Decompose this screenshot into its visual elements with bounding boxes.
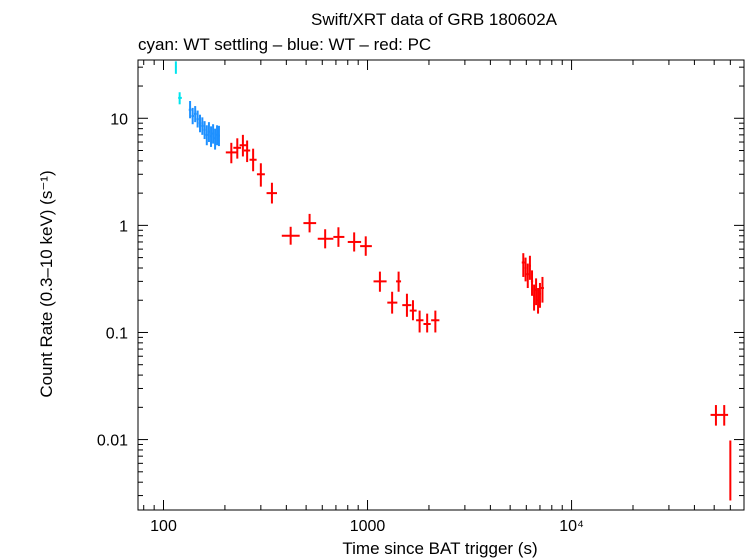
data-point: [396, 271, 402, 292]
data-point: [203, 121, 206, 140]
data-point: [266, 182, 277, 204]
data-point: [387, 291, 398, 314]
series-wt-settling: [174, 61, 182, 105]
plot-frame: [137, 59, 745, 511]
data-point: [256, 163, 265, 187]
data-point: [409, 300, 417, 321]
data-point: [721, 405, 729, 426]
data-point: [188, 100, 192, 119]
y-tick-label: 0.01: [97, 433, 128, 450]
data-point: [710, 405, 722, 426]
data-point: [303, 213, 317, 233]
chart-subtitle: cyan: WT settling – blue: WT – red: PC: [138, 35, 431, 54]
data-point: [538, 282, 541, 308]
data-point: [528, 255, 531, 280]
data-point: [530, 270, 534, 296]
data-point: [193, 106, 197, 123]
x-tick-label: 100: [150, 518, 177, 535]
data-points: [174, 61, 732, 501]
series-pc: [225, 134, 732, 501]
data-point: [533, 284, 536, 311]
data-point: [535, 278, 538, 306]
data-point: [317, 229, 334, 249]
x-axis-label: Time since BAT trigger (s): [342, 539, 537, 558]
data-point: [198, 114, 202, 133]
data-point: [540, 276, 544, 303]
x-tick-label: 10⁴: [559, 518, 584, 535]
data-point: [521, 253, 525, 277]
data-point: [249, 148, 257, 172]
axis-ticks: 100 1000 10⁴ 0.01 0.1 1 10: [97, 60, 745, 535]
data-point: [225, 142, 237, 164]
data-point: [729, 440, 732, 501]
data-point: [239, 134, 247, 157]
data-point: [373, 271, 387, 292]
data-point: [209, 126, 213, 147]
data-point: [205, 125, 208, 146]
data-point: [178, 92, 182, 105]
data-point: [233, 138, 242, 159]
y-tick-label: 0.1: [106, 325, 128, 342]
data-point: [416, 310, 424, 333]
data-point: [212, 124, 215, 144]
data-point: [214, 128, 217, 150]
y-tick-label: 10: [110, 111, 128, 128]
data-point: [526, 263, 529, 289]
x-tick-label: 1000: [350, 518, 386, 535]
y-axis-label: Count Rate (0.3–10 keV) (s⁻¹): [37, 170, 56, 397]
data-point: [196, 110, 199, 128]
data-point: [201, 117, 204, 135]
data-point: [347, 232, 362, 252]
series-wt: [188, 100, 220, 150]
data-point: [537, 288, 540, 314]
data-point: [431, 310, 440, 333]
data-point: [243, 140, 251, 163]
data-point: [360, 236, 372, 256]
data-point: [191, 107, 194, 125]
data-point: [207, 122, 210, 143]
data-point: [333, 227, 345, 247]
data-point: [217, 125, 220, 147]
data-point: [281, 226, 300, 245]
data-point: [524, 257, 527, 282]
y-tick-label: 1: [119, 218, 128, 235]
data-point: [402, 293, 412, 317]
data-point: [216, 125, 219, 146]
chart-title: Swift/XRT data of GRB 180602A: [311, 10, 558, 29]
data-point: [423, 313, 431, 333]
data-point: [174, 61, 177, 74]
